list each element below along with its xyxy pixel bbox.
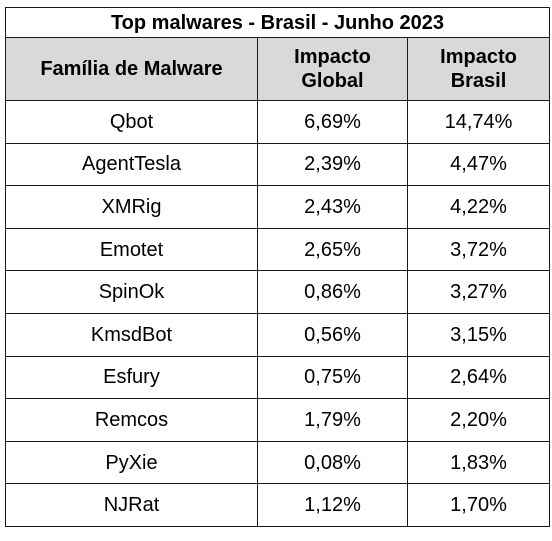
cell-family: Remcos [5,398,258,442]
cell-brasil: 2,20% [407,398,550,442]
cell-global: 0,56% [257,312,408,357]
cell-global: 2,43% [257,185,408,229]
cell-family: SpinOk [5,270,258,314]
table-row: AgentTesla 2,39% 4,47% [5,142,550,187]
cell-global: 0,86% [257,270,408,314]
table-row: Remcos 1,79% 2,20% [5,398,550,442]
header-family: Família de Malware [5,37,258,101]
cell-brasil: 4,22% [407,185,550,229]
header-brasil-line1: Impacto [440,46,517,68]
cell-global: 6,69% [257,100,408,144]
table-row: SpinOk 0,86% 3,27% [5,270,550,314]
cell-global: 2,65% [257,227,408,272]
table-row: Esfury 0,75% 2,64% [5,355,550,400]
cell-family: NJRat [5,483,258,527]
table-row: NJRat 1,12% 1,70% [5,483,550,527]
table-row: XMRig 2,43% 4,22% [5,185,550,229]
table-row: PyXie 0,08% 1,83% [5,440,550,485]
header-row: Família de Malware Impacto Global Impact… [5,37,550,101]
header-brasil: Impacto Brasil [407,37,550,101]
cell-family: Qbot [5,100,258,144]
cell-family: Esfury [5,355,258,400]
cell-brasil: 14,74% [407,100,550,144]
cell-family: KmsdBot [5,312,258,357]
malware-table: Top malwares - Brasil - Junho 2023 Famíl… [5,7,550,527]
cell-global: 0,75% [257,355,408,400]
cell-global: 0,08% [257,440,408,485]
header-brasil-line2: Brasil [450,70,507,92]
table-title: Top malwares - Brasil - Junho 2023 [5,7,550,38]
cell-brasil: 3,27% [407,270,550,314]
cell-brasil: 1,70% [407,483,550,527]
title-row: Top malwares - Brasil - Junho 2023 [5,7,550,38]
cell-global: 2,39% [257,142,408,187]
header-global-line1: Impacto [294,46,371,68]
cell-brasil: 1,83% [407,440,550,485]
table-row: KmsdBot 0,56% 3,15% [5,312,550,357]
header-global: Impacto Global [257,37,408,101]
table-row: Emotet 2,65% 3,72% [5,227,550,272]
cell-global: 1,79% [257,398,408,442]
header-global-line2: Global [301,70,364,92]
cell-brasil: 3,15% [407,312,550,357]
cell-family: PyXie [5,440,258,485]
cell-family: Emotet [5,227,258,272]
cell-family: XMRig [5,185,258,229]
table-row: Qbot 6,69% 14,74% [5,100,550,144]
cell-brasil: 3,72% [407,227,550,272]
cell-global: 1,12% [257,483,408,527]
cell-brasil: 2,64% [407,355,550,400]
cell-brasil: 4,47% [407,142,550,187]
cell-family: AgentTesla [5,142,258,187]
